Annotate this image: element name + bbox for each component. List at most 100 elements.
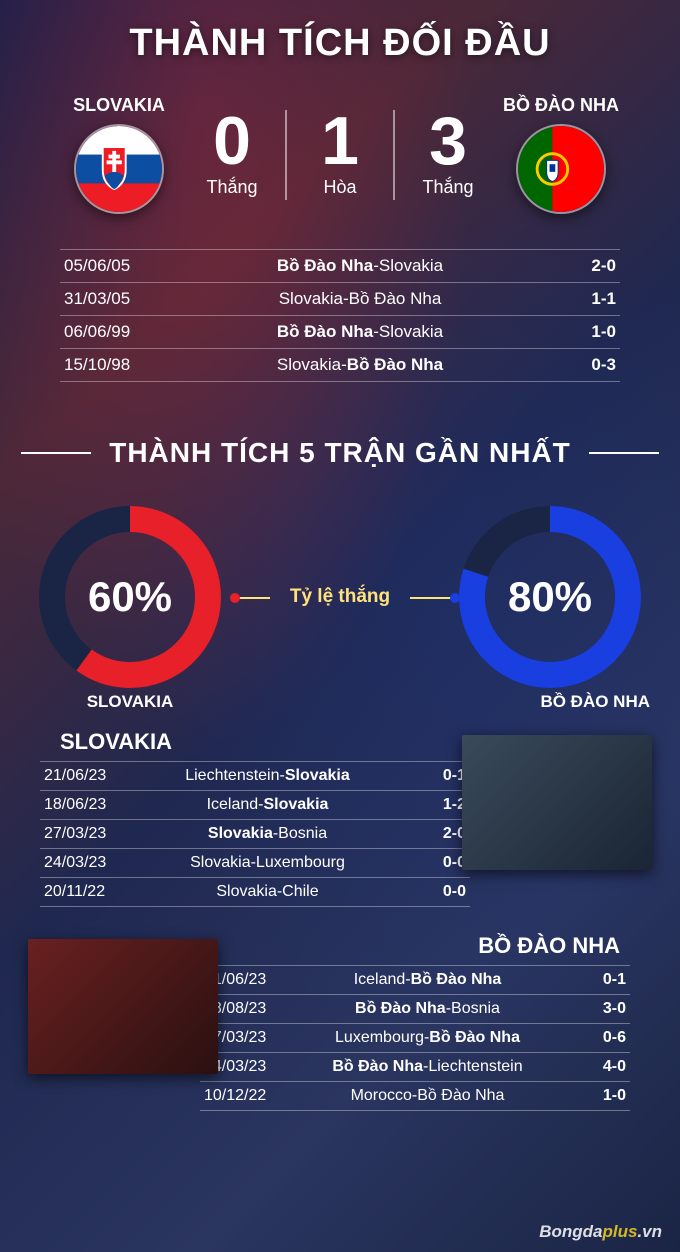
page-title: THÀNH TÍCH ĐỐI ĐẦU: [0, 0, 680, 65]
match-score: 2-0: [546, 256, 616, 276]
table-row: 06/06/99Bồ Đào Nha-Slovakia1-0: [60, 316, 620, 349]
match-teams: Bồ Đào Nha-Bosnia: [299, 1000, 556, 1018]
divider: [393, 110, 395, 200]
match-teams: Slovakia-Bồ Đào Nha: [174, 355, 546, 375]
match-teams: Slovakia-Luxembourg: [139, 854, 396, 872]
match-date: 06/06/99: [64, 322, 174, 342]
winrate-label: Tỷ lệ thắng: [290, 586, 390, 608]
match-date: 24/03/23: [44, 854, 139, 872]
match-date: 27/03/23: [204, 1029, 299, 1047]
stat-b-label: Thắng: [422, 177, 473, 198]
match-score: 0-0: [396, 883, 466, 901]
match-score: 1-2: [396, 796, 466, 814]
table-row: 27/03/23Luxembourg-Bồ Đào Nha0-6: [200, 1024, 630, 1053]
match-teams: Bồ Đào Nha-Liechtenstein: [299, 1058, 556, 1076]
match-teams: Bồ Đào Nha-Slovakia: [174, 322, 546, 342]
flag-slovakia-icon: [74, 124, 164, 214]
donut-b: 80% BỒ ĐÀO NHA: [450, 497, 650, 697]
stat-a-label: Thắng: [206, 177, 257, 198]
match-date: 31/03/05: [64, 289, 174, 309]
stat-a-wins: 0 Thắng: [197, 111, 267, 197]
match-date: 18/06/23: [44, 796, 139, 814]
match-score: 0-3: [546, 355, 616, 375]
table-row: 24/03/23Slovakia-Luxembourg0-0: [40, 849, 470, 878]
watermark: Bongdaplus.vn: [539, 1222, 662, 1242]
photo-portugal: [28, 939, 218, 1074]
donut-a-name: SLOVAKIA: [87, 692, 174, 712]
donuts-row: 60% SLOVAKIA Tỷ lệ thắng 80% BỒ ĐÀO NHA: [0, 497, 680, 697]
team-a-name: SLOVAKIA: [73, 95, 165, 116]
table-row: 31/03/05Slovakia-Bồ Đào Nha1-1: [60, 283, 620, 316]
table-row: 20/11/22Slovakia-Chile0-0: [40, 878, 470, 907]
match-teams: Slovakia-Chile: [139, 883, 396, 901]
watermark-hi: plus: [602, 1222, 637, 1241]
flag-portugal-icon: [516, 124, 606, 214]
form-a-block: SLOVAKIA 21/06/23Liechtenstein-Slovakia0…: [0, 729, 680, 907]
match-date: 27/03/23: [44, 825, 139, 843]
stat-b-wins: 3 Thắng: [413, 111, 483, 197]
match-teams: Morocco-Bồ Đào Nha: [299, 1087, 556, 1105]
table-row: 21/06/23Iceland-Bồ Đào Nha0-1: [200, 965, 630, 995]
stat-b-value: 3: [429, 111, 467, 172]
winrate-label-wrap: Tỷ lệ thắng: [270, 586, 410, 608]
form-b-block: BỒ ĐÀO NHA 21/06/23Iceland-Bồ Đào Nha0-1…: [0, 933, 680, 1111]
match-score: 0-6: [556, 1029, 626, 1047]
stat-a-value: 0: [213, 111, 251, 172]
donut-a-pct: 60%: [88, 573, 172, 621]
match-score: 1-0: [556, 1087, 626, 1105]
match-score: 4-0: [556, 1058, 626, 1076]
section-title-row: THÀNH TÍCH 5 TRẬN GẦN NHẤT: [0, 437, 680, 469]
photo-slovakia: [462, 735, 652, 870]
connector-left: [235, 597, 270, 599]
stat-d-value: 1: [321, 111, 359, 172]
match-score: 1-1: [546, 289, 616, 309]
match-teams: Luxembourg-Bồ Đào Nha: [299, 1029, 556, 1047]
match-date: 21/06/23: [44, 767, 139, 785]
match-date: 05/06/05: [64, 256, 174, 276]
match-score: 0-1: [396, 767, 466, 785]
form-a-table: 21/06/23Liechtenstein-Slovakia0-118/06/2…: [40, 761, 470, 907]
divider: [21, 452, 91, 454]
donut-b-name: BỒ ĐÀO NHA: [540, 692, 650, 712]
divider: [285, 110, 287, 200]
team-b-name: BỒ ĐÀO NHA: [503, 95, 619, 116]
table-row: 18/06/23Iceland-Slovakia1-2: [40, 791, 470, 820]
table-row: 21/06/23Liechtenstein-Slovakia0-1: [40, 761, 470, 791]
table-row: 10/12/22Morocco-Bồ Đào Nha1-0: [200, 1082, 630, 1111]
table-row: 27/03/23Slovakia-Bosnia2-0: [40, 820, 470, 849]
donut-a: 60% SLOVAKIA: [30, 497, 230, 697]
form-b-table: 21/06/23Iceland-Bồ Đào Nha0-118/08/23Bồ …: [200, 965, 630, 1111]
section-title: THÀNH TÍCH 5 TRẬN GẦN NHẤT: [109, 437, 571, 469]
match-date: 21/06/23: [204, 971, 299, 989]
match-teams: Iceland-Slovakia: [139, 796, 396, 814]
match-teams: Slovakia-Bồ Đào Nha: [174, 289, 546, 309]
match-date: 10/12/22: [204, 1087, 299, 1105]
h2h-summary: SLOVAKIA 0 Thắng 1 Hòa: [0, 95, 680, 214]
donut-b-pct: 80%: [508, 573, 592, 621]
match-teams: Liechtenstein-Slovakia: [139, 767, 396, 785]
match-score: 0-1: [556, 971, 626, 989]
watermark-post: .vn: [637, 1222, 662, 1241]
match-teams: Slovakia-Bosnia: [139, 825, 396, 843]
table-row: 05/06/05Bồ Đào Nha-Slovakia2-0: [60, 249, 620, 283]
watermark-pre: Bongda: [539, 1222, 602, 1241]
match-teams: Bồ Đào Nha-Slovakia: [174, 256, 546, 276]
divider: [589, 452, 659, 454]
team-a-col: SLOVAKIA: [59, 95, 179, 214]
match-score: 3-0: [556, 1000, 626, 1018]
table-row: 15/10/98Slovakia-Bồ Đào Nha0-3: [60, 349, 620, 382]
table-row: 24/03/23Bồ Đào Nha-Liechtenstein4-0: [200, 1053, 630, 1082]
stat-draws: 1 Hòa: [305, 111, 375, 197]
match-score: 0-0: [396, 854, 466, 872]
match-score: 2-0: [396, 825, 466, 843]
match-score: 1-0: [546, 322, 616, 342]
stat-d-label: Hòa: [323, 177, 356, 198]
match-date: 18/08/23: [204, 1000, 299, 1018]
h2h-table: 05/06/05Bồ Đào Nha-Slovakia2-031/03/05Sl…: [60, 249, 620, 382]
match-teams: Iceland-Bồ Đào Nha: [299, 971, 556, 989]
match-date: 24/03/23: [204, 1058, 299, 1076]
match-date: 15/10/98: [64, 355, 174, 375]
table-row: 18/08/23Bồ Đào Nha-Bosnia3-0: [200, 995, 630, 1024]
connector-right: [410, 597, 455, 599]
match-date: 20/11/22: [44, 883, 139, 901]
